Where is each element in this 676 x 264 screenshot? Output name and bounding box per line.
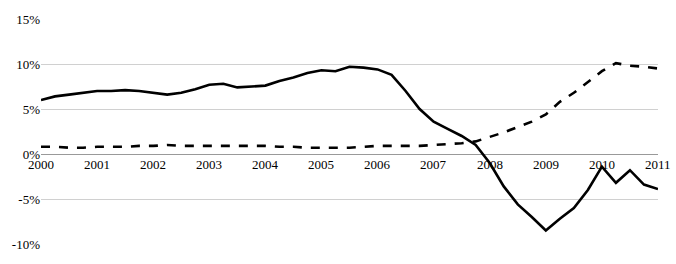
svg-text:5%: 5% [23, 102, 41, 117]
svg-text:-10%: -10% [12, 237, 40, 252]
svg-text:15%: 15% [16, 12, 40, 27]
svg-text:2009: 2009 [533, 157, 559, 172]
svg-text:2010: 2010 [589, 157, 615, 172]
svg-text:2006: 2006 [364, 157, 391, 172]
svg-text:2008: 2008 [477, 157, 503, 172]
svg-text:2001: 2001 [84, 157, 110, 172]
svg-text:2007: 2007 [420, 157, 447, 172]
svg-text:2011: 2011 [645, 157, 671, 172]
svg-text:2003: 2003 [196, 157, 222, 172]
svg-text:2005: 2005 [308, 157, 334, 172]
svg-text:0%: 0% [23, 147, 41, 162]
svg-text:10%: 10% [16, 57, 40, 72]
svg-text:2000: 2000 [28, 157, 54, 172]
svg-text:2004: 2004 [252, 157, 279, 172]
svg-text:2002: 2002 [140, 157, 166, 172]
svg-text:-5%: -5% [18, 192, 40, 207]
